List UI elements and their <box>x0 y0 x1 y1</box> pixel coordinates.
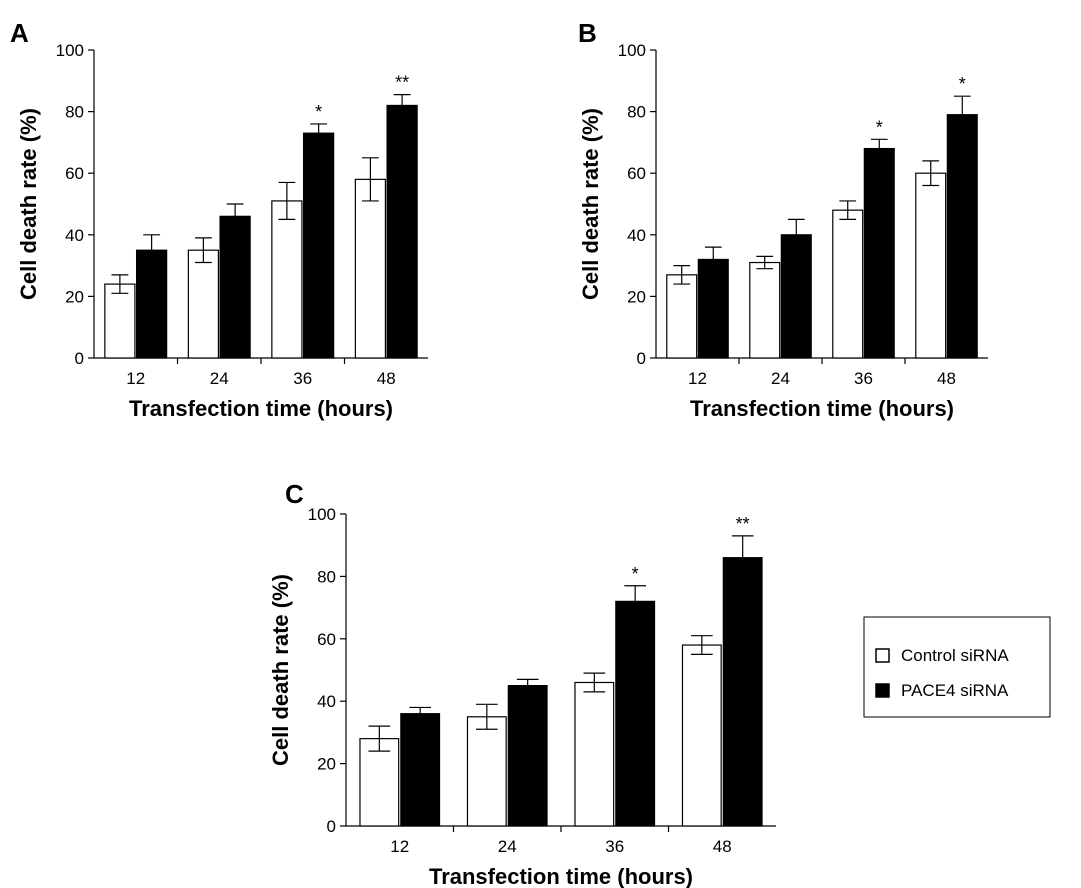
y-axis-label: Cell death rate (%) <box>16 108 41 300</box>
y-tick-label: 40 <box>317 692 336 711</box>
y-tick-label: 100 <box>618 41 646 60</box>
x-tick-label: 24 <box>498 837 517 856</box>
bar-pace4 <box>507 684 548 827</box>
y-tick-label: 20 <box>317 755 336 774</box>
bar-control <box>666 274 698 359</box>
bar-pace4 <box>219 215 251 359</box>
legend-swatch-pace4 <box>875 683 890 698</box>
bar-control <box>466 716 507 827</box>
chart-panel-c: C 0 20 40 60 80 100 12 24 36 * 48 ** Transfection tim… <box>268 479 776 888</box>
y-axis-label: Cell death rate (%) <box>578 108 603 300</box>
bar-control <box>271 200 303 359</box>
bar-control <box>354 178 387 359</box>
legend: Control siRNA PACE4 siRNA <box>863 616 1051 718</box>
bar-control <box>915 172 947 359</box>
bar-pace4 <box>722 557 763 827</box>
legend-label-pace4: PACE4 siRNA <box>901 681 1009 700</box>
bar-pace4 <box>946 114 978 359</box>
x-tick-label: 48 <box>937 369 956 388</box>
y-tick-label: 100 <box>308 505 336 524</box>
panel-letter: C <box>285 479 304 509</box>
bar-control <box>681 644 722 827</box>
bar-control <box>104 283 136 359</box>
y-tick-label: 100 <box>56 41 84 60</box>
bar-pace4 <box>386 104 418 359</box>
bar-pace4 <box>697 258 729 359</box>
y-tick-label: 0 <box>327 817 336 836</box>
x-axis-label: Transfection time (hours) <box>429 864 693 888</box>
x-axis-label: Transfection time (hours) <box>129 396 393 421</box>
significance-marker: * <box>876 117 883 137</box>
y-axis-label: Cell death rate (%) <box>268 574 293 766</box>
legend-label-control: Control siRNA <box>901 646 1009 665</box>
x-tick-label: 48 <box>713 837 732 856</box>
y-tick-label: 60 <box>627 164 646 183</box>
x-tick-label: 24 <box>210 369 229 388</box>
panel-letter: A <box>10 18 29 48</box>
legend-swatch-control <box>875 648 890 663</box>
bar-control <box>749 261 781 359</box>
x-tick-label: 24 <box>771 369 790 388</box>
bar-pace4 <box>863 147 895 359</box>
x-tick-label: 36 <box>605 837 624 856</box>
x-tick-label: 12 <box>126 369 145 388</box>
y-tick-label: 80 <box>317 567 336 586</box>
significance-marker: * <box>632 564 639 584</box>
significance-marker: ** <box>395 73 409 93</box>
panel-letter: B <box>578 18 597 48</box>
significance-marker: * <box>959 74 966 94</box>
y-tick-label: 60 <box>65 164 84 183</box>
x-tick-label: 36 <box>293 369 312 388</box>
chart-panel-a: A 0 20 40 60 80 100 12 24 36 * 48 ** Transfection tim… <box>10 18 428 421</box>
chart-panel-b: B 0 20 40 60 80 100 12 24 36 * 48 * Transfection time… <box>578 18 988 421</box>
y-tick-label: 20 <box>65 287 84 306</box>
y-tick-label: 80 <box>65 103 84 122</box>
y-tick-label: 40 <box>627 226 646 245</box>
bar-pace4 <box>780 234 812 359</box>
bar-control <box>359 738 400 827</box>
y-tick-label: 0 <box>637 349 646 368</box>
x-tick-label: 12 <box>390 837 409 856</box>
x-tick-label: 12 <box>688 369 707 388</box>
y-tick-label: 20 <box>627 287 646 306</box>
bar-pace4 <box>135 249 168 359</box>
x-tick-label: 48 <box>377 369 396 388</box>
bar-control <box>832 209 864 359</box>
x-tick-label: 36 <box>854 369 873 388</box>
y-tick-label: 0 <box>75 349 84 368</box>
x-axis-label: Transfection time (hours) <box>690 396 954 421</box>
bar-pace4 <box>400 713 441 827</box>
bar-pace4 <box>302 132 335 359</box>
legend-frame <box>863 616 1051 718</box>
y-tick-label: 80 <box>627 103 646 122</box>
significance-marker: * <box>315 102 322 122</box>
significance-marker: ** <box>736 514 750 534</box>
y-tick-label: 40 <box>65 226 84 245</box>
y-tick-label: 60 <box>317 630 336 649</box>
bar-control <box>574 681 615 827</box>
bar-pace4 <box>615 600 656 827</box>
bar-control <box>187 249 220 359</box>
